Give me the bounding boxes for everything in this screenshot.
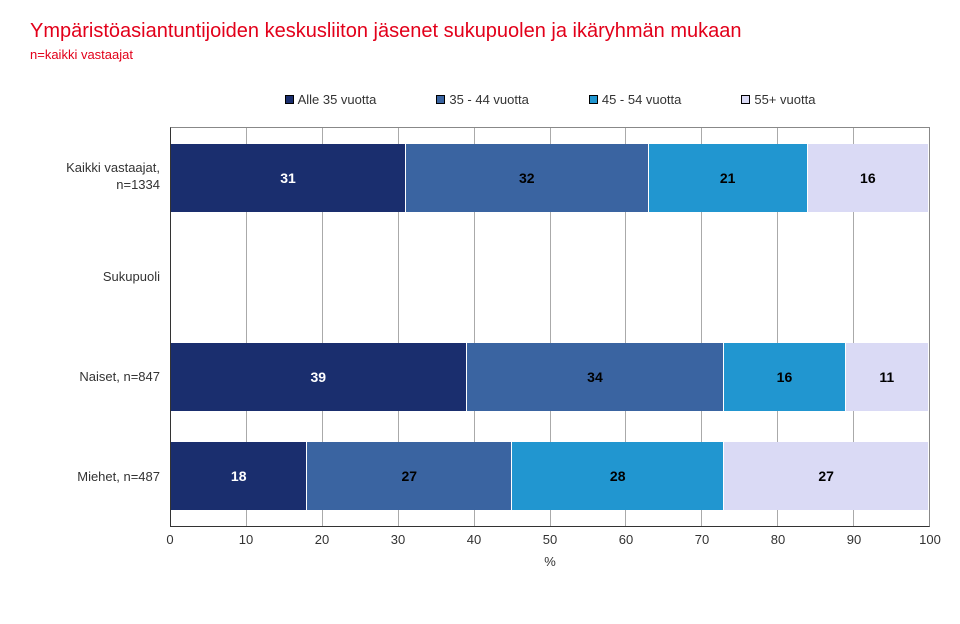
bar-segment: 16	[808, 144, 929, 212]
legend-item: 45 - 54 vuotta	[589, 92, 682, 107]
plot-area: 313221163934161118272827	[170, 127, 930, 527]
legend-swatch-icon	[285, 95, 294, 104]
legend-label: 45 - 54 vuotta	[602, 92, 682, 107]
y-axis-labels: Kaikki vastaajat,n=1334SukupuoliNaiset, …	[30, 127, 170, 527]
bar-segment: 31	[171, 144, 406, 212]
bar-rows: 313221163934161118272827	[171, 128, 929, 526]
stacked-bar: 39341611	[171, 343, 929, 411]
legend-item: 35 - 44 vuotta	[436, 92, 529, 107]
bar-segment: 27	[724, 442, 929, 510]
bar-segment: 39	[171, 343, 467, 411]
bar-segment: 11	[846, 343, 929, 411]
stacked-bar: 31322116	[171, 144, 929, 212]
x-axis-title: %	[170, 554, 930, 569]
y-axis-label: Sukupuoli	[30, 227, 160, 327]
bar-segment: 34	[467, 343, 725, 411]
bar-segment: 28	[512, 442, 724, 510]
chart-subtitle: n=kaikki vastaajat	[30, 47, 930, 62]
bar-row: 39341611	[171, 327, 929, 427]
x-axis: 0102030405060708090100 %	[170, 532, 930, 569]
legend-item: 55+ vuotta	[741, 92, 815, 107]
y-axis-label: Miehet, n=487	[30, 427, 160, 527]
legend-label: 35 - 44 vuotta	[449, 92, 529, 107]
bar-segment: 16	[724, 343, 845, 411]
bar-segment: 21	[649, 144, 808, 212]
bar-segment: 32	[406, 144, 649, 212]
chart-area: Kaikki vastaajat,n=1334SukupuoliNaiset, …	[30, 127, 930, 527]
bar-segment: 18	[171, 442, 307, 510]
legend-label: 55+ vuotta	[754, 92, 815, 107]
legend-item: Alle 35 vuotta	[285, 92, 377, 107]
y-axis-label: Naiset, n=847	[30, 327, 160, 427]
bar-row	[171, 228, 929, 328]
bar-row: 18272827	[171, 427, 929, 527]
y-axis-label: Kaikki vastaajat,n=1334	[30, 127, 160, 227]
legend-swatch-icon	[436, 95, 445, 104]
legend-swatch-icon	[741, 95, 750, 104]
legend: Alle 35 vuotta 35 - 44 vuotta 45 - 54 vuot…	[170, 92, 930, 107]
chart-title: Ympäristöasiantuntijoiden keskusliiton j…	[30, 20, 930, 43]
bar-row: 31322116	[171, 128, 929, 228]
bar-segment: 27	[307, 442, 512, 510]
legend-label: Alle 35 vuotta	[298, 92, 377, 107]
legend-swatch-icon	[589, 95, 598, 104]
stacked-bar: 18272827	[171, 442, 929, 510]
